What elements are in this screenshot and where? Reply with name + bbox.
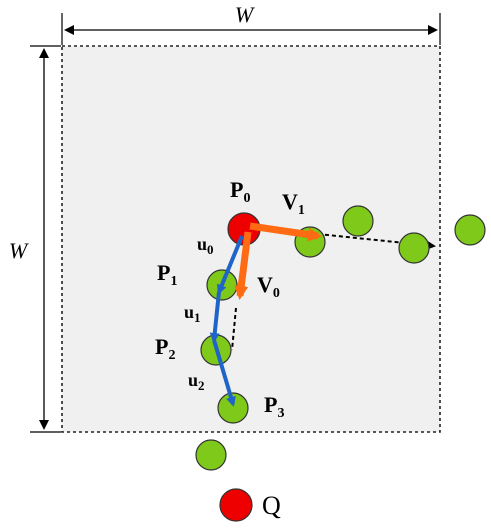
- node-right-2: [342, 205, 374, 237]
- vector-u0: [217, 235, 244, 295]
- height-label: W: [9, 238, 29, 263]
- height-dimension: W: [9, 45, 61, 433]
- label-p2: P2: [155, 334, 175, 363]
- blue-vectors: [209, 235, 244, 407]
- dashed-path-down: [231, 307, 237, 351]
- label-v1: V1: [282, 189, 305, 218]
- vector-u2: [212, 339, 236, 407]
- label-q: Q: [262, 491, 281, 520]
- width-label: W: [235, 2, 255, 27]
- label-p1: P1: [157, 260, 177, 289]
- node-p3: [217, 392, 249, 424]
- node-outside-right: [454, 214, 486, 246]
- vector-v0: [234, 231, 252, 300]
- label-p3: P3: [264, 392, 284, 421]
- label-u1: u1: [184, 302, 201, 325]
- node-outside-bottom: [195, 439, 227, 471]
- green-nodes: [195, 205, 486, 471]
- orange-vectors: [234, 222, 322, 300]
- node-right-3: [398, 232, 430, 264]
- label-u2: u2: [188, 370, 205, 393]
- vector-u1: [209, 291, 221, 343]
- label-v0: V0: [257, 272, 280, 301]
- width-dimension: W: [61, 2, 441, 45]
- vector-v1: [249, 222, 322, 242]
- dashed-path-right: [317, 233, 436, 251]
- label-p0: P0: [230, 177, 250, 206]
- node-q: [219, 488, 253, 522]
- label-u0: u0: [197, 234, 214, 257]
